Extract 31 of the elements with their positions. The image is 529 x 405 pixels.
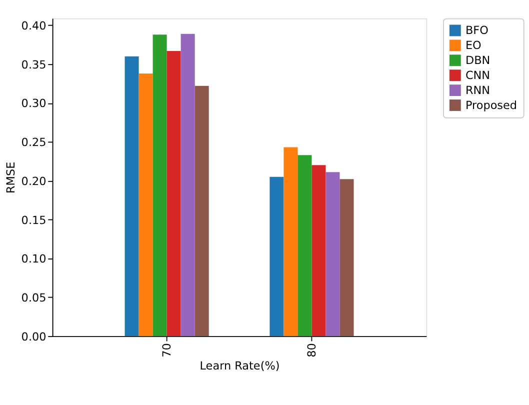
- legend-label: RNN: [465, 84, 490, 98]
- bar: [138, 73, 153, 336]
- bar: [270, 176, 284, 336]
- y-tick-label: 0.40: [21, 20, 46, 33]
- bar: [340, 179, 354, 336]
- x-tick-label: 70: [160, 343, 174, 358]
- bar: [166, 50, 181, 336]
- y-tick-label: 0.25: [21, 136, 46, 150]
- bar: [284, 147, 298, 336]
- legend-label: Proposed: [465, 98, 518, 112]
- y-tick-label: 0.20: [21, 174, 46, 188]
- y-axis-title: RMSE: [4, 162, 18, 194]
- x-axis-title: Learn Rate(%): [200, 360, 280, 373]
- bar: [312, 165, 326, 336]
- bar: [326, 172, 340, 336]
- bar: [298, 155, 312, 336]
- legend-label: DBN: [465, 54, 490, 68]
- y-tick-label: 0.00: [21, 330, 46, 344]
- bar: [194, 86, 209, 336]
- y-tick-label: 0.10: [21, 252, 46, 266]
- x-tick-label: 80: [305, 343, 318, 358]
- y-tick-label: 0.05: [21, 291, 46, 304]
- y-tick-label: 0.30: [21, 97, 46, 110]
- bar: [152, 34, 167, 336]
- legend-label: EO: [465, 39, 482, 52]
- y-tick-label: 0.15: [21, 214, 46, 227]
- bar: [180, 34, 195, 336]
- legend-label: CNN: [465, 69, 490, 82]
- y-tick-label: 0.35: [21, 58, 46, 72]
- bar: [124, 56, 139, 336]
- legend-label: BFO: [465, 24, 489, 38]
